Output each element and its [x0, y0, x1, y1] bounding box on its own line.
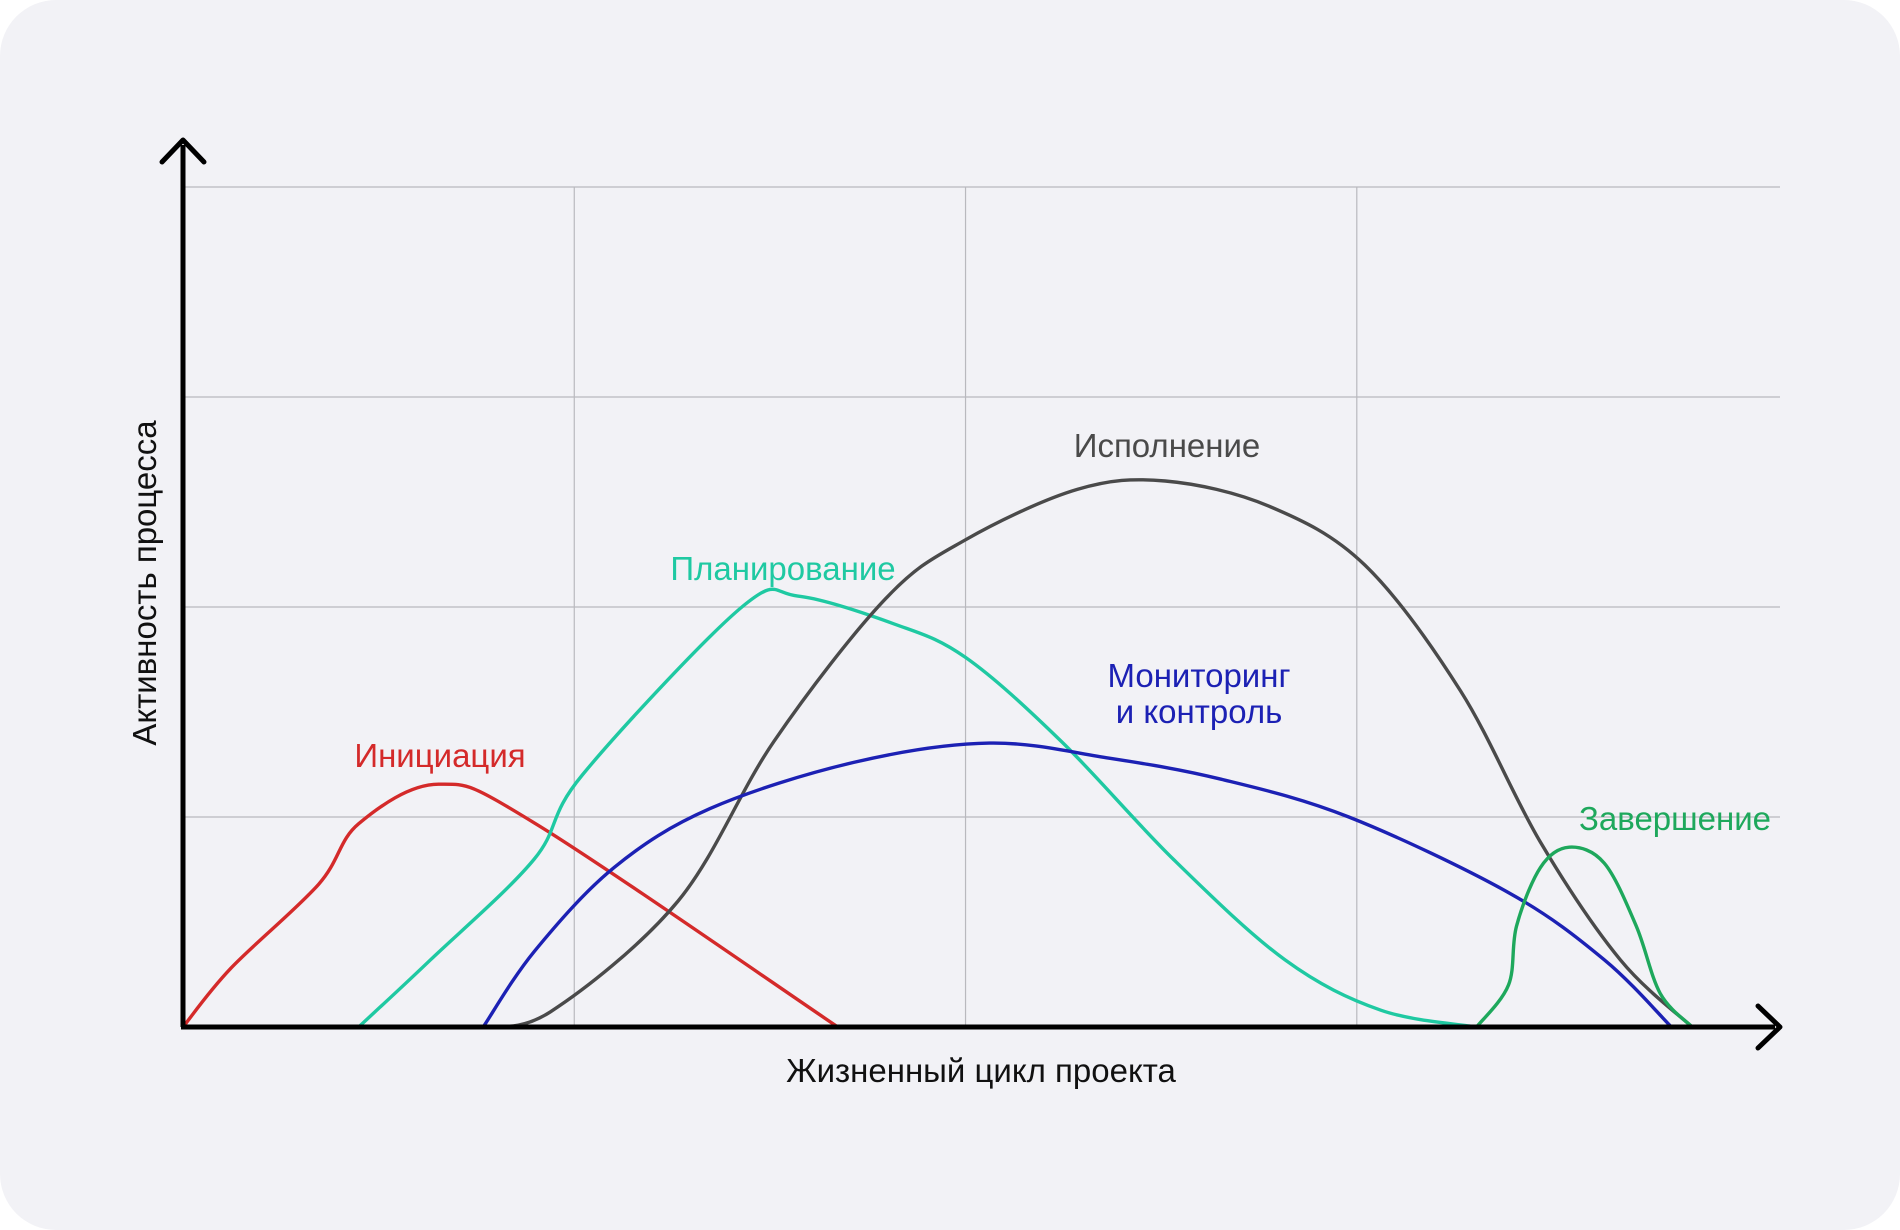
series-4-label-line-1: Мониторинг	[1107, 657, 1290, 694]
series-4-curve	[481, 741, 1674, 1029]
series-1-curve	[181, 782, 840, 1029]
series-5-curve	[1474, 845, 1694, 1029]
series-curves	[181, 478, 1694, 1029]
axes	[159, 137, 1783, 1051]
grid	[182, 186, 1780, 1027]
series-1-label: Инициация	[354, 737, 525, 774]
series-3-curve	[481, 478, 1694, 1029]
series-5-label-line-1: Завершение	[1579, 800, 1771, 837]
series-4-label: Мониторинг и контроль	[1107, 657, 1290, 730]
series-3-label-line-1: Исполнение	[1074, 427, 1261, 464]
y-axis-title: Активность процесса	[126, 420, 163, 746]
x-axis-title: Жизненный цикл проекта	[786, 1052, 1176, 1089]
series-4-label-line-2: и контроль	[1116, 693, 1283, 730]
y-axis-arrow-icon	[159, 137, 207, 165]
series-3-label: Исполнение	[1074, 427, 1261, 464]
series-5-label: Завершение	[1579, 800, 1771, 837]
series-2-label: Планирование	[670, 550, 895, 587]
x-axis-arrow-icon	[1755, 1003, 1783, 1051]
series-2-label-line-1: Планирование	[670, 550, 895, 587]
series-1-label-line-1: Инициация	[354, 737, 525, 774]
series-2-curve	[357, 587, 1479, 1029]
series-labels: Инициация Планирование Исполнение Мониторин…	[354, 427, 1771, 837]
